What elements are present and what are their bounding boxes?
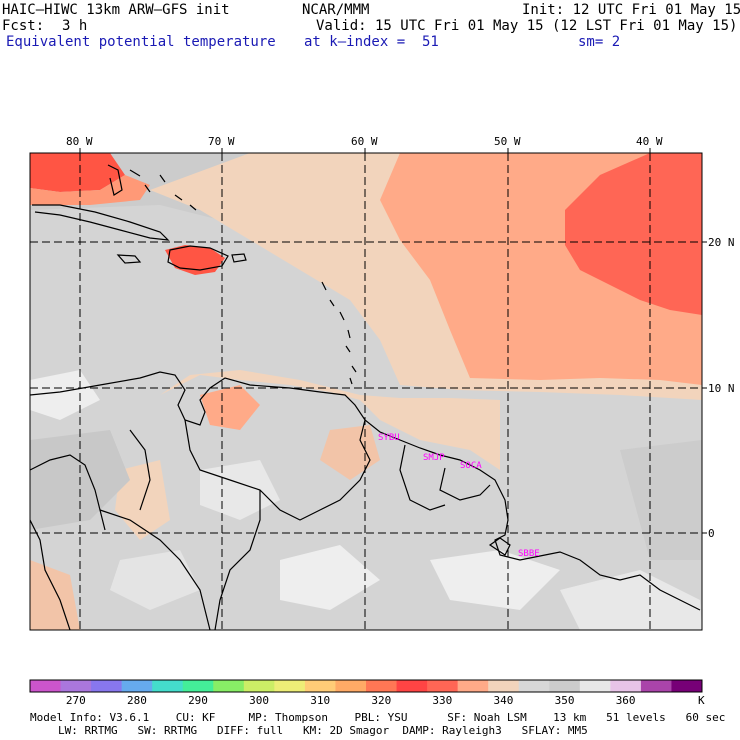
- colorbar-frame: [29, 679, 703, 693]
- coastlines: [30, 164, 701, 630]
- colorbar-swatch: [335, 680, 367, 692]
- init-time: Init: 12 UTC Fri 01 May 15: [522, 2, 740, 18]
- colorbar-swatch: [457, 680, 489, 692]
- colorbar-swatch: [243, 680, 275, 692]
- lat-lon-grid: [30, 153, 702, 630]
- colorbar-swatch: [304, 680, 336, 692]
- lon-label-50w: 50 W: [494, 135, 521, 148]
- station-soca: SOCA: [460, 461, 482, 471]
- model-info-line1: Model Info: V3.6.1 CU: KF MP: Thompson P…: [30, 711, 726, 724]
- colorbar-tick-label: 320: [371, 694, 391, 707]
- station-smjp: SMJP: [423, 453, 445, 463]
- colorbar-swatch: [549, 680, 581, 692]
- colorbar-swatch: [121, 680, 153, 692]
- colorbar-swatch: [640, 680, 672, 692]
- colorbar-swatch: [274, 680, 306, 692]
- colorbar-swatch: [427, 680, 459, 692]
- colorbar-swatch: [366, 680, 398, 692]
- colorbar: [29, 679, 703, 693]
- map-border: [29, 152, 703, 631]
- colorbar-tick-label: 340: [494, 694, 514, 707]
- field-name: Equivalent potential temperature: [6, 34, 276, 50]
- lat-label-0: 0: [708, 527, 715, 540]
- theta-e-field: [30, 153, 702, 630]
- valid-time: Valid: 15 UTC Fri 01 May 15 (12 LST Fri …: [316, 18, 738, 34]
- smoothing-info: sm= 2: [578, 34, 621, 50]
- colorbar-swatch: [213, 680, 245, 692]
- colorbar-tick-label: 280: [127, 694, 147, 707]
- colorbar-tick-label: 360: [616, 694, 636, 707]
- colorbar-swatch: [671, 680, 703, 692]
- colorbar-swatch: [396, 680, 428, 692]
- level-info: at k–index = 51: [304, 34, 439, 50]
- station-sbbe: SBBE: [518, 549, 540, 559]
- colorbar-tick-label: 300: [249, 694, 269, 707]
- station-sybu: SYBU: [378, 433, 400, 443]
- colorbar-swatch: [60, 680, 92, 692]
- colorbar-tick-label: 350: [555, 694, 575, 707]
- colorbar-swatch: [488, 680, 520, 692]
- colorbar-tick-label: 330: [432, 694, 452, 707]
- colorbar-swatch: [152, 680, 184, 692]
- model-info-line2: LW: RRTMG SW: RRTMG DIFF: full KM: 2D Sm…: [58, 724, 588, 737]
- colorbar-swatch: [30, 680, 62, 692]
- colorbar-swatch: [518, 680, 550, 692]
- lon-label-40w: 40 W: [636, 135, 663, 148]
- colorbar-swatch: [610, 680, 642, 692]
- colorbar-tick-labels: 270 280 290 300 310 320 330 340 350 360: [66, 694, 636, 707]
- lat-label-20n: 20 N: [708, 236, 735, 249]
- colorbar-swatch: [579, 680, 611, 692]
- forecast-label: Fcst:: [2, 18, 45, 34]
- lon-label-80w: 80 W: [66, 135, 93, 148]
- lon-label-70w: 70 W: [208, 135, 235, 148]
- colorbar-swatch: [91, 680, 123, 692]
- colorbar-swatch: [182, 680, 214, 692]
- colorbar-tick-label: 270: [66, 694, 86, 707]
- lat-label-10n: 10 N: [708, 382, 735, 395]
- lon-label-60w: 60 W: [351, 135, 378, 148]
- colorbar-tick-label: 310: [310, 694, 330, 707]
- model-title: HAIC–HIWC 13km ARW–GFS init: [2, 2, 230, 18]
- colorbar-unit: K: [698, 694, 705, 707]
- forecast-hour: 3 h: [62, 18, 88, 34]
- organization-label: NCAR/MMM: [302, 2, 370, 18]
- colorbar-tick-label: 290: [188, 694, 208, 707]
